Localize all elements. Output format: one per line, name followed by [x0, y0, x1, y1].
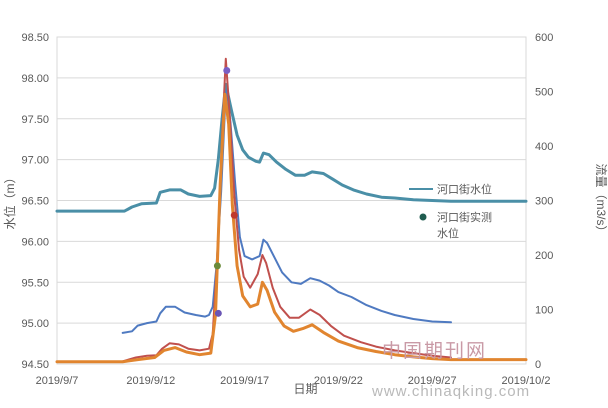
y-left-tick-label: 97.00 [21, 155, 49, 167]
y-right-tick-label: 500 [535, 87, 553, 99]
y-left-axis-title: 水位（m） [2, 172, 17, 230]
legend-label-measured-line1: 河口街实测 [437, 210, 492, 224]
legend-label-measured-line2: 水位 [437, 226, 459, 240]
x-tick-label: 2019/9/22 [314, 375, 363, 387]
legend-label-water-level: 河口街水位 [437, 182, 492, 196]
x-tick-label: 2019/10/2 [502, 375, 551, 387]
y-right-tick-label: 600 [535, 32, 553, 44]
x-axis-title: 日期 [293, 382, 317, 396]
x-tick-label: 2019/9/27 [408, 375, 457, 387]
series-line-1 [55, 82, 528, 213]
y-left-tick-label: 94.50 [21, 359, 49, 371]
measured-point [230, 211, 238, 219]
series-line-2 [121, 89, 452, 334]
y-left-tick-label: 97.50 [21, 114, 49, 126]
y-left-tick-label: 96.00 [21, 236, 49, 248]
y-left-tick-label: 95.00 [21, 318, 49, 330]
y-right-tick-label: 100 [535, 305, 553, 317]
y-right-tick-label: 400 [535, 141, 553, 153]
y-right-tick-label: 0 [535, 359, 541, 371]
y-left-tick-label: 95.50 [21, 277, 49, 289]
watermark-url: www.chinaqking.com [372, 383, 531, 400]
legend-swatch-measured [419, 213, 427, 221]
watermark-chinese: 中国期刊网 [382, 340, 488, 362]
y-right-tick-label: 200 [535, 250, 553, 262]
x-tick-label: 2019/9/7 [36, 375, 79, 387]
series-line-4 [55, 92, 528, 364]
measured-point [223, 67, 231, 75]
y-left-tick-label: 98.00 [21, 73, 49, 85]
y-right-tick-label: 300 [535, 196, 553, 208]
measured-point [213, 262, 221, 270]
y-left-tick-label: 96.50 [21, 196, 49, 208]
y-right-axis-title: 流量（m3/s） [594, 163, 608, 237]
series-line-3 [121, 57, 452, 363]
x-tick-label: 2019/9/17 [220, 375, 269, 387]
x-tick-label: 2019/9/12 [126, 375, 175, 387]
y-left-tick-label: 98.50 [21, 32, 49, 44]
measured-point [214, 309, 222, 317]
